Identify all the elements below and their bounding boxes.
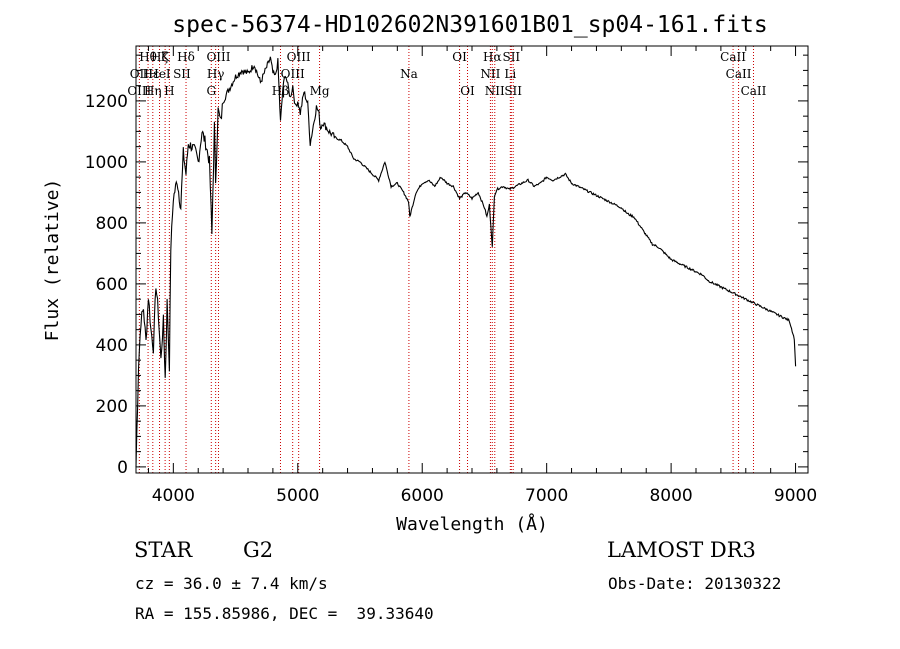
y-axis-ticks: 0 200 400 600 800 1000 1200	[85, 54, 808, 478]
x-tick-label: 6000	[401, 486, 444, 506]
y-axis-label: Flux (relative)	[42, 179, 63, 342]
line-label: Hε	[143, 67, 160, 81]
x-axis-label: Wavelength (Å)	[396, 513, 548, 535]
y-tick-label: 0	[117, 458, 128, 478]
line-label: SII	[502, 50, 520, 64]
y-tick-label: 600	[96, 275, 128, 295]
line-label: SII	[173, 67, 191, 81]
line-label: OII	[130, 67, 150, 81]
chart-title: spec-56374-HD102602N391601B01_sp04-161.f…	[172, 12, 767, 38]
line-label: Na	[400, 67, 418, 81]
line-label: Hδ	[177, 50, 195, 64]
survey-name: LAMOST DR3	[607, 538, 756, 562]
line-label: OI	[452, 50, 467, 64]
line-label: G	[206, 84, 216, 98]
spectrum-line	[135, 56, 797, 468]
line-label: K	[161, 50, 171, 64]
line-label: HeI	[148, 67, 171, 81]
line-label: SII	[504, 84, 522, 98]
line-label: Hα	[483, 50, 502, 64]
x-axis-ticks: 4000 5000 6000 7000 8000 9000	[147, 46, 817, 506]
spectral-line-markers	[138, 46, 754, 473]
line-label: NII	[480, 67, 500, 81]
coordinates: RA = 155.85986, DEC = 39.33640	[135, 604, 434, 623]
object-subclass: G2	[243, 538, 274, 562]
object-class: STAR	[134, 538, 193, 562]
line-label: Li	[504, 67, 516, 81]
observation-date: Obs-Date: 20130322	[608, 574, 782, 593]
x-tick-label: 4000	[152, 486, 195, 506]
line-label: CaII	[720, 50, 746, 64]
y-tick-label: 1000	[85, 153, 128, 173]
line-label: CaII	[726, 67, 752, 81]
y-tick-label: 200	[96, 397, 128, 417]
y-tick-label: 800	[96, 214, 128, 234]
line-label: H	[164, 84, 174, 98]
redshift-value: cz = 36.0 ± 7.4 km/s	[135, 574, 328, 593]
line-label: OIII	[287, 50, 311, 64]
y-tick-label: 400	[96, 336, 128, 356]
line-label: CaII	[741, 84, 767, 98]
x-tick-label: 5000	[276, 486, 319, 506]
y-tick-label: 1200	[85, 92, 128, 112]
line-label: NII	[485, 84, 505, 98]
line-label: OIII	[281, 67, 305, 81]
x-tick-label: 9000	[774, 486, 817, 506]
x-tick-label: 8000	[649, 486, 692, 506]
line-label: Hβ	[272, 84, 289, 98]
line-label: Mg	[310, 84, 330, 98]
line-label: OI	[460, 84, 475, 98]
line-label: OIII	[206, 50, 230, 64]
x-tick-label: 7000	[525, 486, 568, 506]
line-label: Hθ	[139, 50, 157, 64]
plot-frame	[135, 45, 809, 474]
line-label: Hη	[144, 84, 162, 98]
line-label: Hγ	[207, 67, 225, 81]
line-label: OIII	[127, 84, 151, 98]
line-label: Hζ	[151, 50, 168, 64]
